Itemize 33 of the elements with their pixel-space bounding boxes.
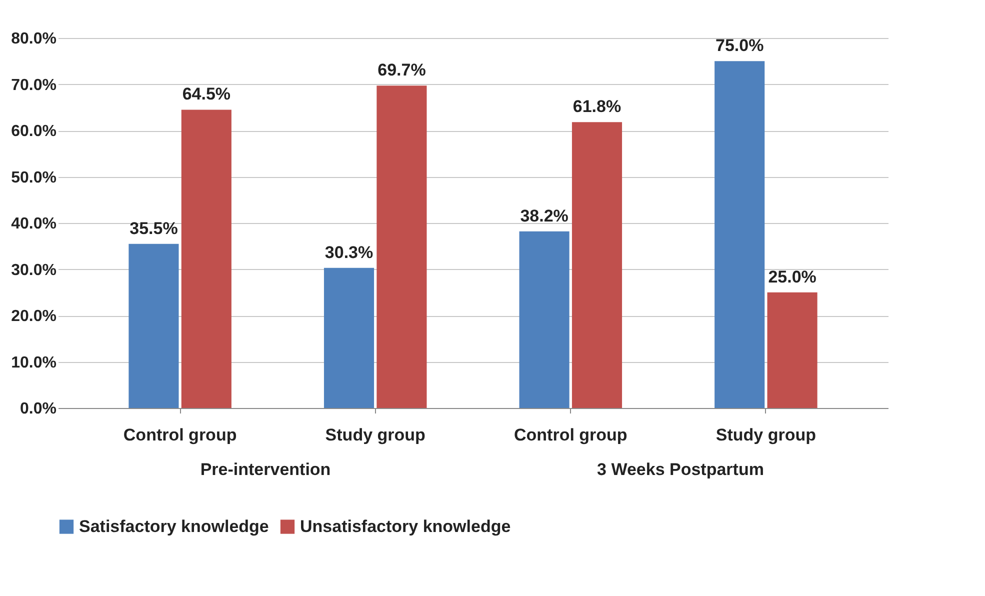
y-tick-label: 10.0%: [11, 354, 56, 372]
bar: [181, 110, 232, 408]
x-tick-label: Study group: [716, 426, 816, 444]
bar: [376, 86, 427, 408]
data-label: 35.5%: [130, 218, 178, 238]
legend-label: Unsatisfactory knowledge: [300, 516, 511, 536]
y-tick-label: 70.0%: [11, 76, 56, 94]
bar: [128, 244, 179, 408]
text: 3 Weeks Postpartum: [597, 460, 764, 479]
y-tick-label: 40.0%: [11, 216, 56, 232]
x-tick-label: Study group: [325, 426, 426, 444]
bar: [767, 292, 818, 408]
x-tick-label: Control group: [514, 426, 628, 444]
y-tick-label: 50.0%: [11, 169, 56, 186]
y-tick-label: 80.0%: [11, 30, 56, 48]
data-label: 75.0%: [715, 36, 764, 56]
bar: [572, 122, 622, 408]
data-label: 25.0%: [768, 267, 816, 286]
data-label: 30.3%: [324, 242, 374, 262]
y-tick-label: 20.0%: [11, 308, 56, 325]
data-label: 64.5%: [182, 84, 231, 104]
data-label: 61.8%: [572, 97, 622, 116]
y-tick-label: 0.0%: [20, 400, 56, 418]
data-label: 38.2%: [520, 206, 568, 226]
data-label: 69.7%: [378, 60, 426, 80]
x-tick-label: Control group: [123, 426, 237, 444]
bar: [519, 231, 570, 408]
bar: [714, 61, 765, 408]
y-tick-label: 30.0%: [11, 262, 56, 279]
legend-label: Satisfactory knowledge: [79, 516, 269, 536]
text: Pre-intervention: [200, 460, 331, 479]
bar: [324, 268, 374, 408]
y-tick-label: 60.0%: [11, 123, 56, 140]
